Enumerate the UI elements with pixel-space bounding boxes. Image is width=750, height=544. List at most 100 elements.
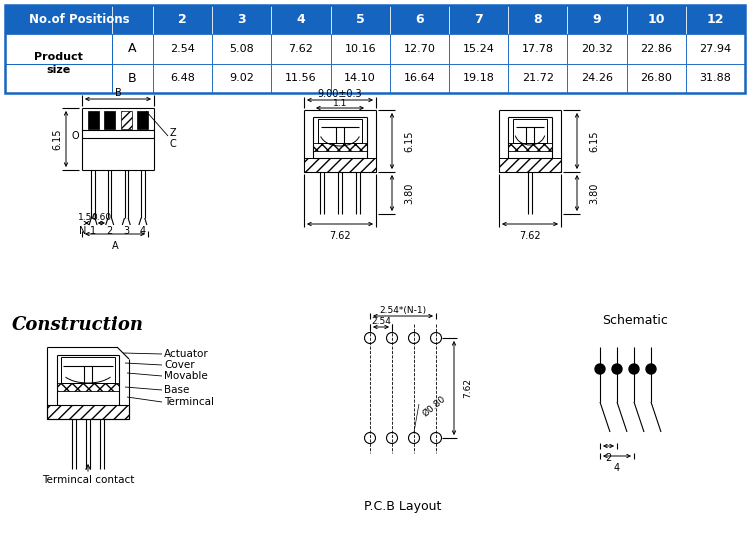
- Bar: [112, 5, 153, 34]
- Text: 2.54: 2.54: [170, 44, 195, 54]
- Text: 7: 7: [474, 13, 483, 26]
- Text: 2: 2: [178, 13, 187, 26]
- Bar: [112, 34, 153, 64]
- Bar: [513, 119, 547, 143]
- Bar: [57, 383, 119, 391]
- Bar: [390, 5, 449, 34]
- Text: 26.80: 26.80: [640, 73, 672, 83]
- Text: Termincal contact: Termincal contact: [42, 475, 134, 485]
- Text: 6: 6: [415, 13, 424, 26]
- Circle shape: [595, 364, 605, 374]
- Text: 16.64: 16.64: [404, 73, 435, 83]
- Text: B: B: [115, 88, 122, 98]
- Bar: [88, 111, 98, 129]
- Text: 19.18: 19.18: [463, 73, 494, 83]
- Text: 8: 8: [533, 13, 542, 26]
- Text: 17.78: 17.78: [522, 44, 554, 54]
- Text: 3: 3: [238, 13, 246, 26]
- Text: 31.88: 31.88: [700, 73, 731, 83]
- Bar: [304, 158, 376, 172]
- Text: O: O: [71, 131, 79, 141]
- Bar: [5, 5, 112, 34]
- Text: 14.10: 14.10: [344, 73, 376, 83]
- Circle shape: [386, 332, 398, 343]
- Bar: [137, 111, 148, 129]
- Text: Z: Z: [170, 128, 177, 138]
- Bar: [331, 64, 390, 93]
- Bar: [390, 64, 449, 93]
- Circle shape: [629, 364, 639, 374]
- Bar: [499, 158, 561, 172]
- Text: C: C: [170, 139, 177, 149]
- Text: 5: 5: [356, 13, 364, 26]
- Text: 9.02: 9.02: [230, 73, 254, 83]
- Circle shape: [612, 364, 622, 374]
- Text: 7.62: 7.62: [464, 378, 472, 398]
- Bar: [626, 64, 686, 93]
- Text: 9.00±0.3: 9.00±0.3: [318, 89, 362, 99]
- Text: 4: 4: [296, 13, 305, 26]
- Text: 21.72: 21.72: [522, 73, 554, 83]
- Bar: [313, 143, 367, 151]
- Bar: [331, 5, 390, 34]
- Text: 10: 10: [647, 13, 665, 26]
- Text: 6.15: 6.15: [52, 128, 62, 150]
- Bar: [5, 5, 745, 93]
- Text: 4: 4: [614, 463, 620, 473]
- Circle shape: [430, 432, 442, 443]
- Bar: [5, 34, 112, 64]
- Bar: [390, 34, 449, 64]
- Bar: [331, 34, 390, 64]
- Text: 7.62: 7.62: [329, 231, 351, 241]
- Text: 7.62: 7.62: [289, 44, 314, 54]
- Text: 12.70: 12.70: [404, 44, 435, 54]
- Bar: [272, 5, 331, 34]
- Text: 3.80: 3.80: [404, 182, 414, 203]
- Bar: [508, 143, 552, 151]
- Bar: [212, 5, 272, 34]
- Bar: [449, 5, 509, 34]
- Bar: [212, 64, 272, 93]
- Circle shape: [364, 432, 376, 443]
- Text: 5.08: 5.08: [230, 44, 254, 54]
- Text: Termincal: Termincal: [164, 397, 214, 407]
- Bar: [449, 64, 509, 93]
- Text: N: N: [80, 226, 87, 236]
- Text: B: B: [128, 72, 136, 85]
- Text: 6.15: 6.15: [589, 130, 599, 152]
- Circle shape: [646, 364, 656, 374]
- Bar: [153, 34, 212, 64]
- Bar: [686, 5, 745, 34]
- Text: 24.26: 24.26: [581, 73, 613, 83]
- Text: Ø0.80: Ø0.80: [421, 394, 448, 418]
- Text: 3.80: 3.80: [589, 182, 599, 203]
- Circle shape: [430, 332, 442, 343]
- Text: Construction: Construction: [12, 316, 144, 334]
- Bar: [568, 34, 626, 64]
- Bar: [626, 5, 686, 34]
- Circle shape: [364, 332, 376, 343]
- Text: No.of Positions: No.of Positions: [28, 13, 129, 26]
- Text: 2.54: 2.54: [371, 317, 391, 325]
- Bar: [153, 64, 212, 93]
- Text: Base: Base: [164, 385, 189, 395]
- Bar: [104, 111, 116, 129]
- Text: Movable: Movable: [164, 371, 208, 381]
- Text: 11.56: 11.56: [285, 73, 316, 83]
- Bar: [686, 64, 745, 93]
- Bar: [318, 119, 362, 143]
- Text: 15.24: 15.24: [463, 44, 494, 54]
- Text: 12: 12: [706, 13, 724, 26]
- Text: A: A: [112, 241, 118, 251]
- Text: 1: 1: [90, 226, 96, 236]
- Bar: [686, 34, 745, 64]
- Text: 2: 2: [106, 226, 112, 236]
- Text: 9: 9: [592, 13, 602, 26]
- Bar: [272, 34, 331, 64]
- Text: 6.15: 6.15: [404, 130, 414, 152]
- Bar: [626, 34, 686, 64]
- Text: 20.32: 20.32: [581, 44, 613, 54]
- Bar: [153, 5, 212, 34]
- Text: 0.60: 0.60: [92, 213, 112, 221]
- Text: 6.48: 6.48: [170, 73, 195, 83]
